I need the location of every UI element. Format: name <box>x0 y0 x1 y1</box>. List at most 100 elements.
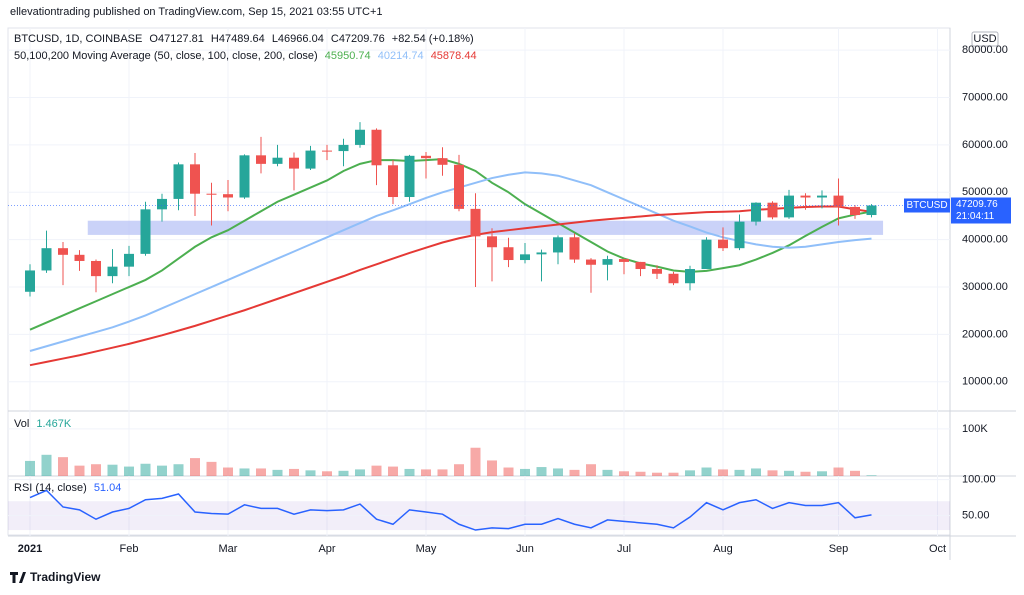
volume-bar <box>338 470 349 476</box>
volume-bar <box>800 471 811 476</box>
candle-body <box>635 261 646 270</box>
volume-bar <box>767 470 778 476</box>
volume-bar <box>58 457 68 476</box>
volume-bar <box>25 460 35 476</box>
y-tick-label: 60000.00 <box>962 139 1008 151</box>
moving-average <box>29 158 872 331</box>
volume-bar <box>140 463 151 476</box>
y-tick-label: 50000.00 <box>962 186 1008 198</box>
rsi-last: 51.04 <box>93 482 122 494</box>
candle-body <box>569 237 580 260</box>
symbol-legend: BTCUSD, 1D, COINBASE O47127.81 H47489.64… <box>14 33 478 45</box>
candle-body <box>58 248 68 255</box>
x-tick-label: Apr <box>318 543 335 555</box>
candle-body <box>833 195 844 207</box>
y-tick-label: 70000.00 <box>962 91 1008 103</box>
x-tick-label: Sep <box>829 543 849 555</box>
candle-body <box>190 164 200 194</box>
candle-body <box>173 164 184 199</box>
candle-body <box>25 270 35 292</box>
candle-body <box>404 155 415 198</box>
candle-body <box>685 269 695 284</box>
volume-bar <box>239 468 250 476</box>
candle-body <box>701 239 712 270</box>
candle-body <box>850 206 860 216</box>
volume-bar <box>305 470 316 476</box>
volume-bar <box>734 469 745 476</box>
ma-last: 40214.74 <box>377 50 424 62</box>
rsi-line <box>29 489 872 531</box>
candle-body <box>289 157 299 169</box>
volume-bar <box>371 465 382 476</box>
moving-average <box>29 171 872 352</box>
volume-bar <box>91 464 101 476</box>
ohlc: C47209.76 <box>330 33 385 45</box>
volume-bar <box>817 471 827 476</box>
candle-body <box>140 209 151 254</box>
candle-body <box>239 155 250 198</box>
candle-body <box>206 193 217 195</box>
volume-bar <box>421 469 431 476</box>
volume-bar <box>190 458 200 476</box>
volume-bar <box>668 472 679 476</box>
candle-body <box>454 164 464 209</box>
candle-body <box>107 266 118 277</box>
candle-body <box>91 260 101 277</box>
x-tick-label: 2021 <box>18 543 42 555</box>
candle-body <box>124 253 134 267</box>
countdown: 21:04:11 <box>956 211 995 222</box>
volume-bar <box>833 467 844 476</box>
candle-body <box>553 237 563 253</box>
rsi-label: RSI (14, close) <box>14 482 87 494</box>
volume-bar <box>619 471 629 476</box>
y-tick-label: 40000.00 <box>962 234 1008 246</box>
volume-bar <box>635 471 646 476</box>
symbol-tag-text: BTCUSD <box>906 200 947 211</box>
currency-box <box>971 31 999 47</box>
attribution: ellevationtrading published on TradingVi… <box>10 6 383 18</box>
volume-bar <box>520 468 530 476</box>
volume-bar <box>652 472 662 476</box>
ohlc: O47127.81 <box>149 33 204 45</box>
y-tick-label: 10000.00 <box>962 376 1008 388</box>
last-price: 47209.76 <box>956 199 998 210</box>
symbol-info: BTCUSD, 1D, COINBASE <box>14 33 143 45</box>
ma-legend: 50,100,200 Moving Average (50, close, 10… <box>14 50 481 62</box>
candle-body <box>734 221 745 249</box>
volume-bar <box>223 467 233 476</box>
x-tick-label: Aug <box>713 543 733 555</box>
volume-bar <box>173 464 184 476</box>
candle-body <box>470 208 481 237</box>
candle-body <box>751 202 761 222</box>
volume-bar <box>256 468 266 476</box>
volume-bar <box>569 469 580 476</box>
x-tick-label: Mar <box>219 543 238 555</box>
volume-bar <box>536 467 547 476</box>
change: +82.54 (+0.18%) <box>391 33 474 45</box>
volume-bar <box>157 465 167 476</box>
x-tick-label: Jun <box>516 543 534 555</box>
candle-body <box>355 129 365 145</box>
volume-bar <box>685 470 695 476</box>
volume-bar <box>866 475 877 476</box>
volume-legend: Vol 1.467K <box>14 418 75 430</box>
y-tick-label: 20000.00 <box>962 328 1008 340</box>
ohlc: H47489.64 <box>210 33 265 45</box>
symbol-tag <box>904 198 950 213</box>
candle-body <box>41 248 52 271</box>
volume-bar <box>272 469 283 476</box>
volume-bar <box>701 467 712 476</box>
candle-body <box>586 259 596 265</box>
currency: USD <box>973 33 996 45</box>
volume-bar <box>850 470 860 476</box>
moving-average <box>29 205 872 367</box>
candle-body <box>421 155 431 159</box>
brand-logo: TradingView <box>10 570 101 584</box>
candle-body <box>338 144 349 152</box>
ohlc: L46966.04 <box>271 33 324 45</box>
volume-bar <box>553 468 563 476</box>
candle-body <box>371 129 382 166</box>
ma-label: 50,100,200 Moving Average (50, close, 10… <box>14 50 318 62</box>
